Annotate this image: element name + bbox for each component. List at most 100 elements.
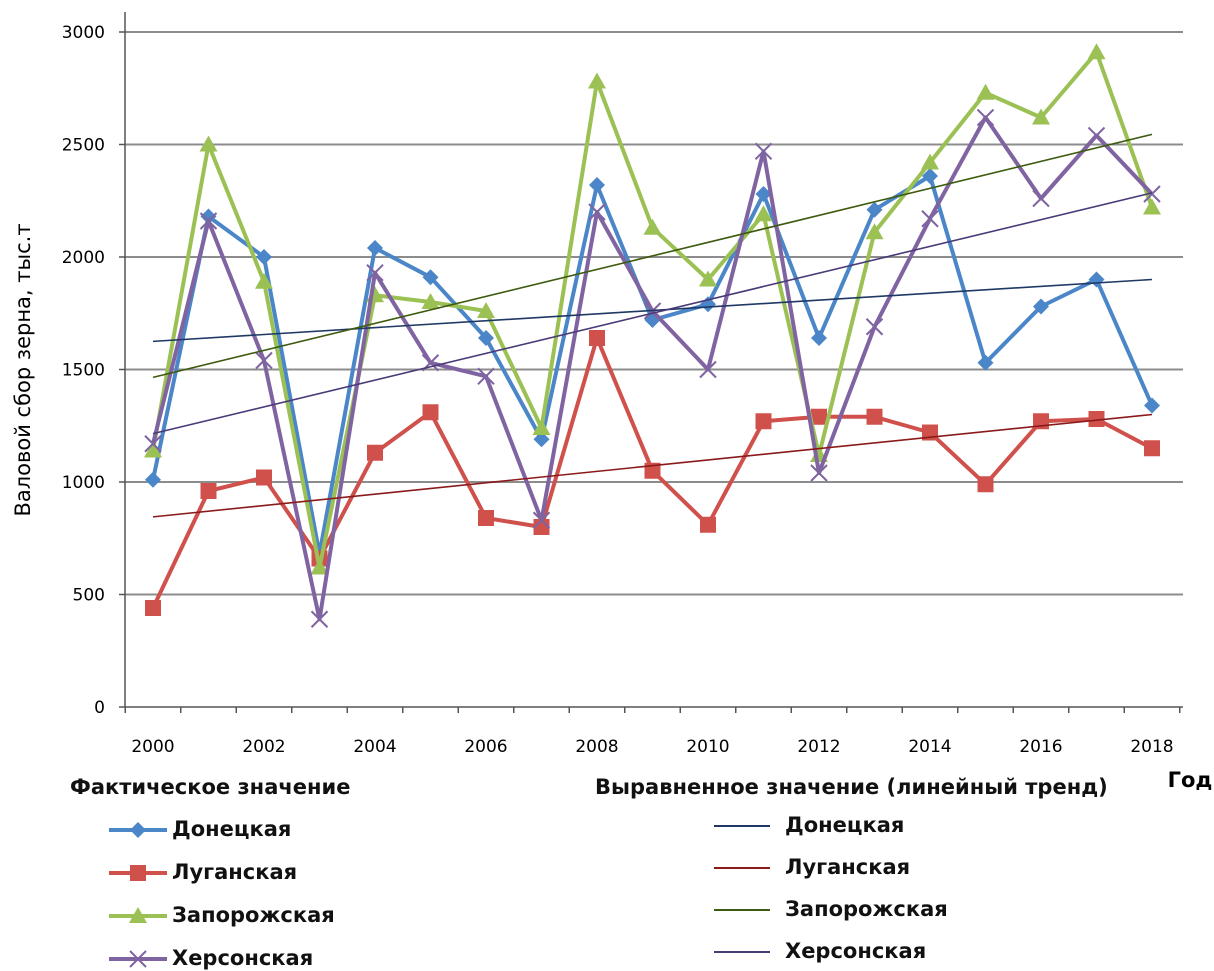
legend-item-label: Херсонская — [785, 939, 927, 963]
data-point — [256, 249, 272, 265]
legend-item-label: Луганская — [172, 860, 298, 884]
y-tick-label: 2500 — [62, 136, 105, 156]
y-tick-label: 0 — [94, 698, 105, 718]
x-tick-label: 2010 — [686, 737, 729, 757]
legend-swatch — [714, 867, 770, 869]
trend-line — [152, 133, 1153, 379]
legend-item-label: Донецкая — [172, 817, 292, 841]
data-point — [699, 270, 717, 287]
data-point — [477, 302, 495, 318]
x-tick-label: 2002 — [242, 737, 285, 757]
data-point — [922, 168, 938, 184]
data-point — [699, 360, 717, 379]
x-tick-label: 2016 — [1019, 737, 1062, 757]
data-point — [866, 408, 883, 425]
data-point — [367, 240, 383, 256]
y-tick-label: 1500 — [62, 361, 105, 381]
data-point — [256, 469, 272, 486]
data-point — [145, 471, 161, 488]
data-point — [1088, 271, 1105, 288]
legend-item-label: Запорожская — [785, 897, 948, 921]
x-tick-label: 2000 — [131, 737, 174, 757]
data-point — [977, 354, 994, 371]
data-point — [533, 431, 550, 448]
data-point — [310, 610, 329, 628]
data-point — [976, 108, 995, 127]
data-point — [865, 318, 884, 336]
legend-item-label: Херсонская — [172, 946, 314, 970]
data-point — [977, 476, 994, 493]
data-point — [589, 330, 605, 346]
data-point — [755, 186, 772, 202]
data-point — [199, 212, 218, 230]
legend-marker — [130, 865, 146, 881]
legend-marker — [129, 950, 147, 968]
legend-item-label: Запорожская — [172, 903, 335, 927]
x-tick-label: 2018 — [1130, 737, 1173, 757]
data-point — [421, 293, 440, 309]
data-point — [477, 367, 495, 385]
data-point — [921, 153, 939, 170]
series-line — [151, 115, 1154, 622]
data-point — [1088, 411, 1105, 427]
x-tick-label: 2006 — [464, 737, 507, 757]
data-point — [1032, 108, 1050, 125]
series-3 — [144, 43, 1161, 575]
data-point — [1143, 185, 1161, 203]
data-point — [200, 208, 217, 225]
data-point — [700, 516, 716, 533]
data-point — [200, 483, 217, 499]
data-point — [754, 142, 773, 160]
data-point — [144, 441, 162, 458]
data-point — [1144, 397, 1160, 414]
data-point — [532, 511, 551, 529]
data-point — [1144, 440, 1160, 457]
x-tick-label: 2014 — [908, 737, 951, 757]
x-tick-label: 2008 — [575, 737, 618, 757]
data-point — [643, 218, 662, 235]
data-point — [754, 205, 773, 222]
data-point — [755, 413, 772, 430]
data-point — [310, 558, 329, 575]
data-point — [588, 72, 606, 89]
legend-swatch — [714, 825, 770, 827]
legend-actual-title: Фактическое значение — [70, 775, 351, 799]
data-point — [976, 83, 995, 100]
data-point — [144, 435, 162, 453]
series-4 — [144, 108, 1161, 628]
data-point — [866, 201, 883, 218]
y-tick-label: 500 — [73, 586, 105, 606]
data-point — [367, 444, 383, 461]
data-point — [811, 408, 827, 425]
data-point — [811, 330, 827, 346]
legend-item-label: Донецкая — [785, 813, 905, 837]
data-point — [1087, 126, 1106, 145]
y-tick-label: 2000 — [62, 248, 105, 268]
x-tick-label: 2012 — [797, 737, 840, 757]
data-point — [589, 177, 605, 193]
x-axis-title: Год — [1168, 768, 1213, 792]
data-point — [255, 351, 273, 370]
data-point — [199, 135, 218, 152]
data-point — [1032, 189, 1050, 208]
data-point — [478, 330, 494, 346]
legend-swatch — [109, 907, 167, 923]
data-point — [422, 404, 439, 421]
legend-item-label: Луганская — [785, 855, 911, 879]
legend-swatch — [714, 951, 770, 953]
data-point — [422, 269, 439, 286]
data-point — [532, 419, 551, 435]
data-point — [478, 510, 494, 526]
data-point — [588, 203, 606, 221]
legend-swatch — [714, 909, 770, 911]
trend-line — [152, 413, 1153, 518]
trend-line — [152, 278, 1153, 343]
data-point — [1087, 43, 1106, 60]
legend-marker — [130, 822, 146, 838]
data-point — [921, 210, 939, 228]
legend-swatch — [109, 865, 167, 881]
trend-line — [152, 192, 1153, 435]
x-tick-label: 2004 — [353, 737, 396, 757]
legend-swatch — [109, 950, 167, 968]
